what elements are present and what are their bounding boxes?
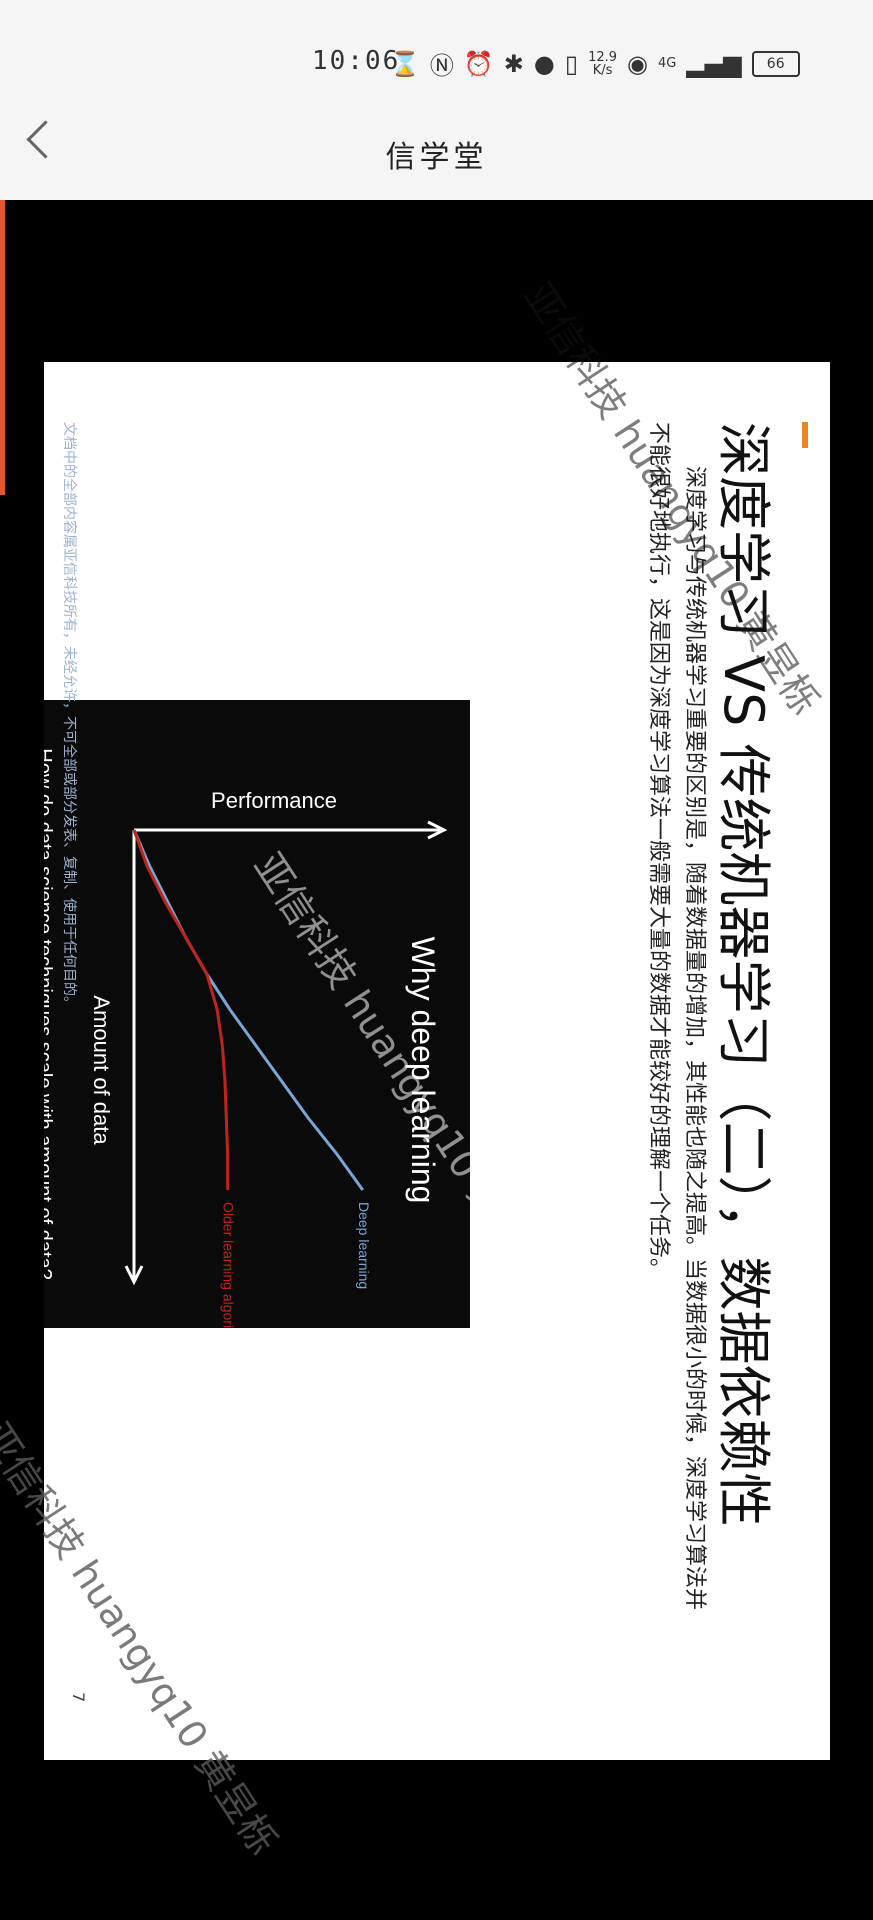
chart-caption: How do data science techniques scale wit… [44,748,55,1279]
net-speed: 12.9 K/s [588,49,618,78]
paragraph-line-1: 深度学习与传统机器学习重要的区别是，随着数据量的增加，其性能也随之提高。当数据很… [682,466,707,1611]
nfc-icon: Ⓝ [429,52,454,80]
chart-svg: Why deep learning Performance Amount of da… [44,748,448,1328]
slide-paragraph: 深度学习与传统机器学习重要的区别是，随着数据量的增加，其性能也随之提高。当数据很… [640,422,712,1722]
page-title: 信学堂 [385,140,488,175]
bluetooth-icon: ✱ [503,49,524,78]
x-axis-label: Amount of data [89,995,114,1145]
series-line-1 [132,829,230,1190]
top-bar: 10:06 ⌛ Ⓝ ⏰ ✱ ● ▯ 12.9 K/s ◉ 4G ▂▄▆ 66 信学… [0,0,873,200]
series-label-0: Deep learning [356,1202,372,1289]
chart-title: Why deep learning [405,937,441,1204]
battery-icon: 66 [751,50,800,77]
status-icons: ⌛ Ⓝ ⏰ ✱ ● ▯ 12.9 K/s ◉ 4G ▂▄▆ 66 [390,46,800,81]
footer-note: 文档中的全部内容属亚信科技所有，未经允许，不可全部或部分发表、复制、使用于任何目… [61,422,77,1010]
paragraph-line-2: 不能很好地执行，这是因为深度学习算法一般需要大量的数据才能较好的理解一个任务。 [646,422,671,1281]
signal-label: 4G [657,56,677,71]
series-line-0 [132,829,365,1191]
title-accent-bar [802,422,808,448]
chart: Why deep learning Performance Amount of da… [44,700,470,1328]
series-label-1: Older learning algorithms [221,1202,237,1328]
y-axis-label: Performance [211,788,337,813]
y-axis-arrow [427,820,448,840]
wifi-icon: ◉ [627,49,648,78]
vibrate-icon: ▯ [564,49,579,78]
slide-image[interactable]: 深度学习 VS 传统机器学习（二），数据依赖性 深度学习与传统机器学习重要的区别… [44,362,830,1760]
hourglass-icon: ⌛ [390,49,420,78]
x-axis-arrow [124,1265,144,1286]
status-time: 10:06 [312,46,401,76]
location-icon: ● [533,49,555,78]
accent-strip [0,200,5,495]
alarm-icon: ⏰ [463,49,494,78]
signal-icon: ▂▄▆ [686,49,742,78]
page-number: 7 [69,1692,88,1703]
slide-content: 深度学习 VS 传统机器学习（二），数据依赖性 深度学习与传统机器学习重要的区别… [44,362,830,1760]
